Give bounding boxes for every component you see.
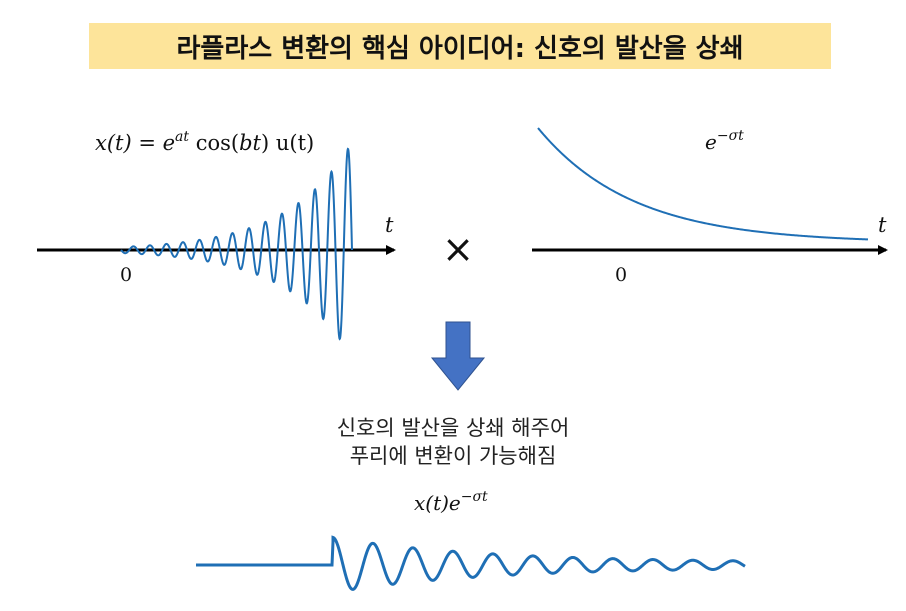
right-origin-label: 0	[615, 264, 627, 286]
left-axis-label: t	[385, 213, 394, 237]
right-plot: e−σt t 0	[532, 127, 888, 286]
left-origin-label: 0	[120, 264, 132, 286]
title-banner: 라플라스 변환의 핵심 아이디어: 신호의 발산을 상쇄	[89, 23, 831, 69]
left-plot: x(t) = eat cos(bt) u(t) t 0	[37, 129, 396, 341]
down-arrow-icon	[430, 321, 486, 391]
right-axis-label: t	[878, 213, 887, 237]
exponential-decay-curve	[537, 127, 869, 241]
caption-line-1: 신호의 발산을 상쇄 해주어	[336, 416, 570, 440]
right-formula: e−σt	[705, 128, 744, 154]
result-formula: x(t)e−σt	[414, 489, 488, 515]
damped-oscillation-curve	[196, 535, 746, 591]
page-title: 라플라스 변환의 핵심 아이디어: 신호의 발산을 상쇄	[176, 33, 744, 64]
growing-oscillation-curve	[120, 147, 353, 341]
caption-line-2: 푸리에 변환이 가능해짐	[349, 444, 557, 468]
left-formula: x(t) = eat cos(bt) u(t)	[95, 129, 314, 155]
multiply-symbol: ×	[442, 227, 474, 271]
